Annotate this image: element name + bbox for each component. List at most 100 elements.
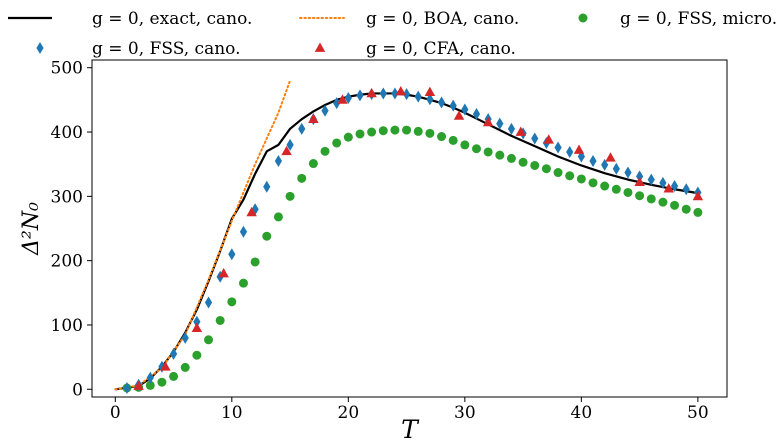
series-g-0-fss-micro-point [215,315,225,325]
series-g-0-fss-micro-point [530,160,540,170]
series-g-0-fss-cano-point [321,104,329,117]
legend-swatch-marker [314,42,326,52]
y-axis-label: Δ²N₀ [19,202,44,256]
series-g-0-fss-micro-point [390,125,400,135]
series-g-0-fss-cano-point [682,183,690,196]
series-g-0-fss-micro-point [646,194,656,204]
series-g-0-fss-micro-point [658,197,668,207]
series-g-0-fss-micro-point [273,212,283,222]
series-g-0-fss-cano-point [496,117,504,130]
series-g-0-fss-cano-point [286,138,294,151]
series-g-0-cfa-cano-point [281,145,292,156]
series-g-0-fss-cano-point [426,93,434,106]
series-g-0-fss-cano-point [181,331,189,344]
series-g-0-cfa-cano-point [160,361,171,371]
series-g-0-cfa-cano-point [453,110,465,120]
series-g-0-fss-cano-point [228,248,236,261]
series-g-0-fss-cano-point [204,296,213,309]
series-g-0-cfa-cano-point [543,134,554,144]
series-g-0-fss-micro-point [576,174,586,184]
series-g-0-fss-micro-point [623,187,633,197]
series-g-0-fss-micro-point [262,231,272,241]
legend-label: g = 0, FSS, micro. [620,9,777,29]
y-tick-label: 100 [51,316,83,336]
series-g-0-fss-cano-point [601,158,609,171]
series-g-0-fss-cano-point [624,166,632,179]
series-g-0-fss-cano-point [263,180,271,193]
x-tick-label: 0 [110,403,121,423]
series-g-0-fss-cano-point [670,180,679,193]
series-g-0-fss-micro-point [145,380,155,390]
series-g-0-cfa-cano-point [191,322,203,333]
x-tick-label: 20 [338,403,360,423]
series-g-0-fss-cano-point [344,91,352,104]
series-g-0-cfa-cano-point [692,190,704,201]
series-g-0-fss-cano-point [659,176,667,189]
series-g-0-fss-cano-point [461,103,469,116]
x-axis-label: T [401,415,420,441]
series-g-0-fss-micro-point [600,181,610,191]
series-g-0-fss-micro-point [460,140,470,150]
series-g-0-exact-cano-line [115,92,699,391]
series-g-0-fss-micro-point [448,135,458,145]
series-g-0-fss-micro-point [635,191,645,201]
legend-item: g = 0, FSS, micro. [578,9,777,29]
series-g-0-fss-micro-point [506,153,516,163]
plot-series [114,79,704,394]
y-tick-label: 300 [51,187,83,207]
series-g-0-fss-micro-point [297,173,307,183]
series-g-0-fss-micro-point [332,138,342,148]
series-g-0-fss-micro-point [367,127,377,137]
series-g-0-cfa-cano-point [605,152,616,162]
series-g-0-cfa-cano-point [133,380,144,390]
series-g-0-cfa-cano-point [218,268,229,278]
series-g-0-fss-micro-point [588,178,598,188]
series-g-0-fss-micro-point [402,125,412,135]
series-g-0-fss-cano-point [356,89,364,102]
legend-label: g = 0, exact, cano. [92,9,252,29]
legend-swatch-marker [36,42,44,54]
series-g-0-cfa-cano-point [395,86,406,96]
series-g-0-cfa-cano-point [663,183,674,193]
y-tick-label: 500 [51,59,83,79]
legend: g = 0, exact, cano. g = 0, BOA, cano. g = … [8,9,777,59]
series-g-0-fss-micro-point [157,377,167,387]
y-tick-label: 200 [51,252,83,272]
legend-item: g = 0, FSS, cano. [36,39,241,59]
series-g-0-fss-micro-point [611,184,621,194]
legend-label: g = 0, FSS, cano. [92,39,241,59]
series-g-0-fss-cano-point [566,145,574,158]
series-g-0-fss-cano-point [146,371,154,384]
series-g-0-fss-cano-point [531,132,539,145]
series-g-0-fss-micro-point [437,132,447,142]
series-g-0-fss-micro-point [378,126,388,136]
legend-label: g = 0, CFA, cano. [366,39,516,59]
series-g-0-fss-micro-point [308,159,318,169]
legend-item: g = 0, exact, cano. [8,9,252,29]
series-g-0-fss-cano-point [274,154,283,167]
x-tick-label: 50 [687,403,709,423]
series-g-0-fss-cano-point [589,154,597,167]
series-g-0-fss-micro-point [495,150,505,160]
series-g-0-cfa-cano-point [515,126,526,136]
series-g-0-cfa-cano-point [308,113,319,124]
series-g-0-cfa-cano-point [634,176,645,187]
legend-swatch-marker [578,13,588,23]
series-g-0-fss-micro-point [180,362,190,372]
series-g-0-fss-micro-point [670,200,680,210]
series-g-0-cfa-cano-point [424,86,436,97]
series-g-0-fss-cano-point [636,170,644,183]
series-g-0-cfa-cano-point [337,94,348,104]
series-g-0-fss-cano-point [193,315,201,328]
series-g-0-fss-cano-point [391,87,399,100]
series-g-0-fss-micro-point [204,335,214,345]
series-g-0-cfa-cano-point [482,116,494,127]
series-g-0-fss-micro-point [565,171,575,181]
series-g-0-fss-cano-point [298,122,306,135]
series-g-0-fss-cano-point [612,162,620,175]
series-g-0-fss-micro-point [169,371,179,381]
series-g-0-fss-cano-point [507,122,516,135]
series-g-0-cfa-cano-point [573,144,585,154]
